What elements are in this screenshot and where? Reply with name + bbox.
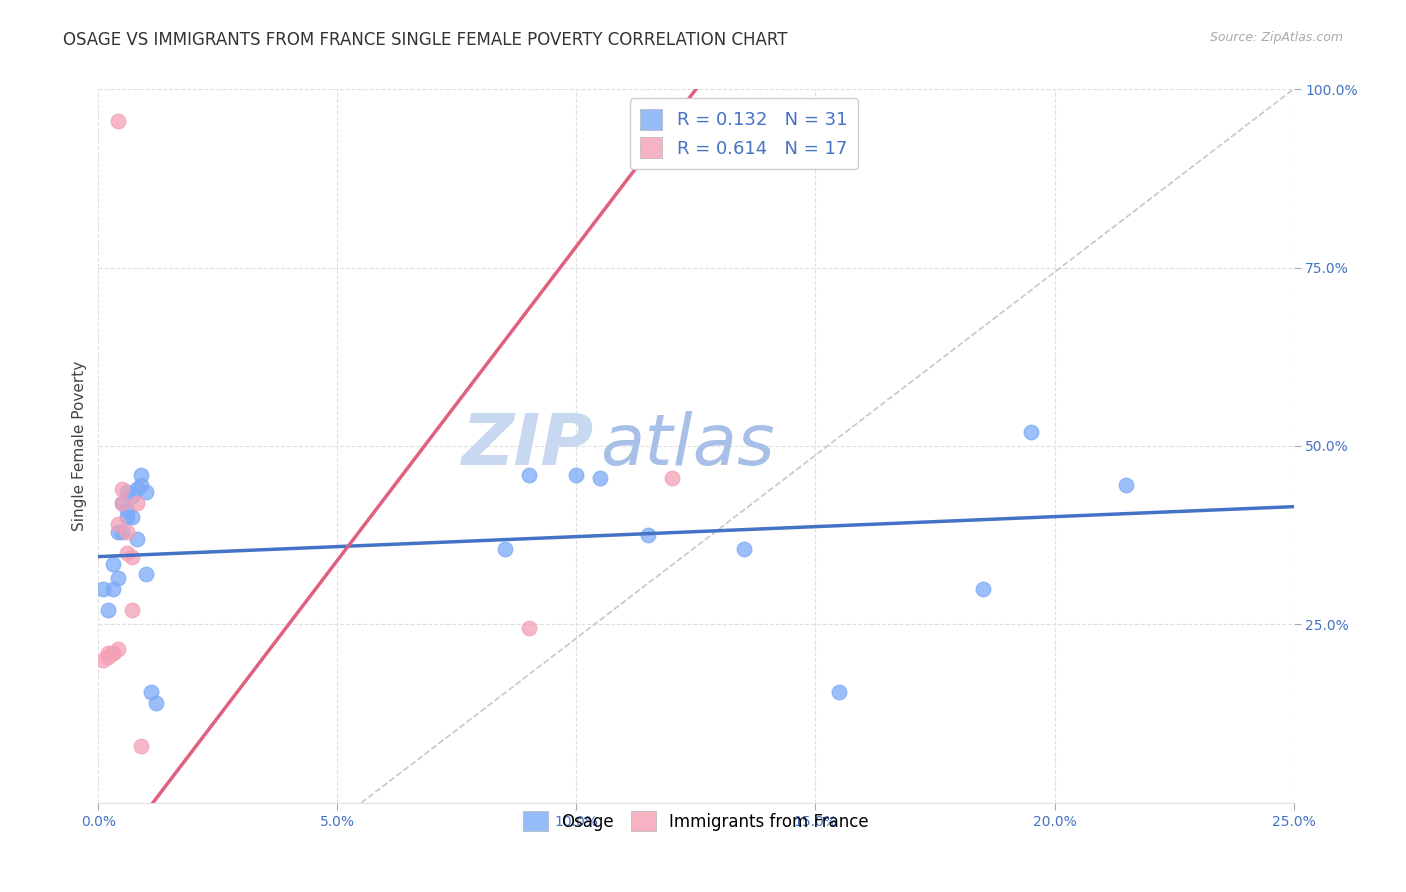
Point (97, 649, 120, 664)
Point (101, 557, 124, 571)
Point (131, 478, 153, 492)
Point (637, 528, 659, 542)
Point (107, 114, 129, 128)
Point (589, 471, 612, 485)
Point (101, 646, 124, 660)
Point (121, 603, 143, 617)
Point (565, 467, 588, 482)
Point (115, 510, 138, 524)
Point (111, 482, 134, 496)
Point (107, 642, 129, 657)
Point (661, 471, 683, 485)
Point (111, 496, 134, 510)
Point (125, 482, 148, 496)
Point (139, 685, 162, 699)
Point (121, 489, 143, 503)
Point (115, 524, 138, 539)
Point (97, 646, 120, 660)
Point (517, 621, 540, 635)
Text: Source: ZipAtlas.com: Source: ZipAtlas.com (1209, 31, 1343, 45)
Point (1115, 478, 1137, 492)
Point (972, 582, 994, 596)
Point (97, 603, 120, 617)
Point (111, 524, 134, 539)
Point (131, 467, 153, 482)
Y-axis label: Single Female Poverty: Single Female Poverty (72, 361, 87, 531)
Point (107, 524, 129, 539)
Point (135, 567, 157, 582)
Point (107, 571, 129, 585)
Point (111, 496, 134, 510)
Text: ZIP: ZIP (463, 411, 595, 481)
Point (115, 546, 138, 560)
Point (135, 485, 157, 500)
Point (115, 485, 138, 500)
Point (91, 582, 114, 596)
Point (494, 542, 516, 557)
Point (115, 503, 138, 517)
Point (733, 542, 755, 557)
Point (91, 653, 114, 667)
Point (125, 532, 148, 546)
Text: atlas: atlas (600, 411, 775, 481)
Text: OSAGE VS IMMIGRANTS FROM FRANCE SINGLE FEMALE POVERTY CORRELATION CHART: OSAGE VS IMMIGRANTS FROM FRANCE SINGLE F… (63, 31, 787, 49)
Legend: Osage, Immigrants from France: Osage, Immigrants from France (516, 805, 876, 838)
Point (101, 582, 124, 596)
Point (101, 646, 124, 660)
Point (828, 685, 851, 699)
Point (121, 549, 143, 564)
Point (121, 510, 143, 524)
Point (125, 496, 148, 510)
Point (145, 696, 167, 710)
Point (517, 467, 540, 482)
Point (1019, 425, 1042, 439)
Point (107, 517, 129, 532)
Point (131, 739, 153, 753)
